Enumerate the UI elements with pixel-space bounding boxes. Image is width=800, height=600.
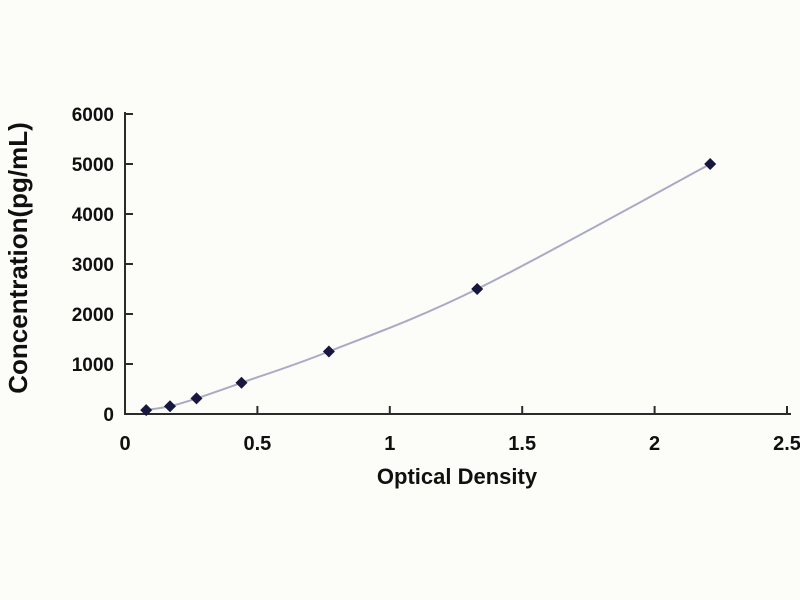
data-point-marker	[140, 404, 153, 417]
y-tick-label: 1000	[72, 355, 114, 376]
y-tick-label: 3000	[72, 255, 114, 276]
data-point-marker	[322, 345, 335, 358]
x-tick-label: 1.5	[508, 433, 536, 455]
x-tick-label: 1	[384, 433, 395, 455]
x-tick-label: 0.5	[243, 433, 271, 455]
y-tick-label: 6000	[72, 105, 114, 126]
x-tick-label: 2	[649, 433, 660, 455]
data-point-marker	[471, 283, 484, 295]
y-tick-label: 0	[103, 405, 114, 426]
data-point-marker	[190, 392, 203, 405]
y-axis-title: Concentration(pg/mL)	[3, 122, 33, 394]
x-tick-label: 0	[119, 433, 130, 455]
y-tick-label: 4000	[72, 205, 114, 226]
x-tick-label: 2.5	[773, 433, 800, 455]
plot-area: 0 0.5 1 1.5 2 2.5 0 1000 2000 3000 4000 5000 6000	[72, 105, 800, 455]
data-point-marker	[704, 158, 717, 170]
data-point-marker	[235, 376, 248, 389]
standard-curve-line	[146, 163, 711, 412]
data-point-marker	[164, 400, 176, 413]
x-axis-title: Optical Density	[377, 464, 538, 489]
y-tick-label: 2000	[72, 305, 114, 326]
y-tick-label: 5000	[72, 155, 114, 176]
